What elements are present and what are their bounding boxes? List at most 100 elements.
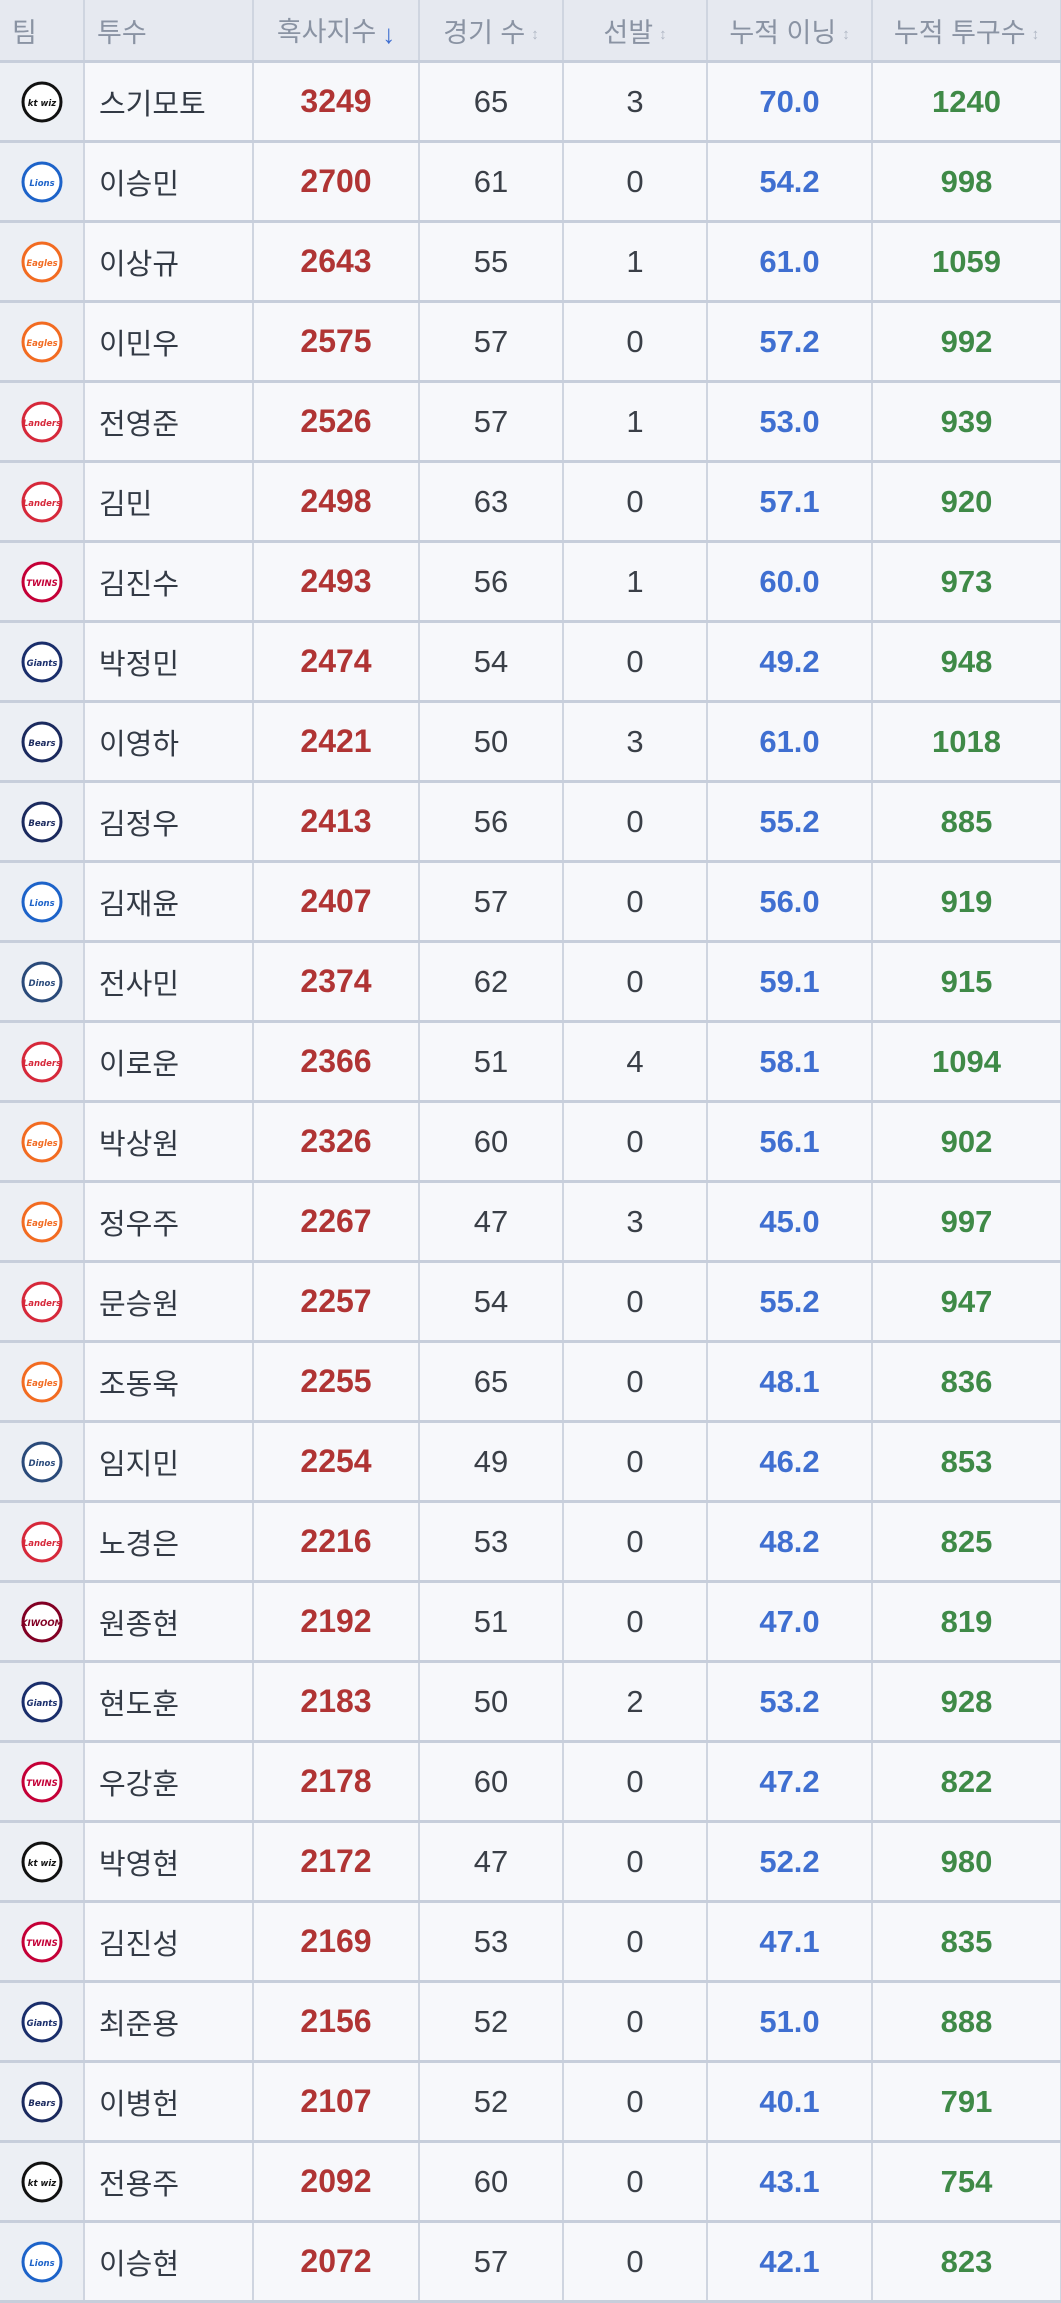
games-value: 56 [419, 541, 564, 623]
ksi-value: 2156 [253, 1981, 420, 2063]
team-cell: kt wiz [0, 61, 85, 143]
header-pitches-sort[interactable]: 누적 투구수 ↕ [872, 0, 1061, 63]
starts-value: 0 [563, 941, 708, 1023]
starts-value: 0 [563, 2061, 708, 2143]
ksi-value: 2575 [253, 301, 420, 383]
ksi-value: 2255 [253, 1341, 420, 1423]
starts-value: 0 [563, 1261, 708, 1343]
starts-value: 0 [563, 1501, 708, 1583]
innings-value: 53.2 [707, 1661, 873, 1743]
pitcher-name: 이승현 [84, 2221, 254, 2303]
innings-value: 47.1 [707, 1901, 873, 1983]
ksi-value: 2072 [253, 2221, 420, 2303]
header-ksi-sort[interactable]: 혹사지수 ↓ [253, 0, 420, 63]
team-logo-text: Dinos [28, 979, 55, 989]
pitches-value: 791 [872, 2061, 1061, 2143]
starts-value: 2 [563, 1661, 708, 1743]
starts-value: 0 [563, 1581, 708, 1663]
games-value: 53 [419, 1501, 564, 1583]
sort-updown-icon: ↕ [531, 25, 539, 43]
starts-value: 1 [563, 541, 708, 623]
games-value: 57 [419, 861, 564, 943]
innings-value: 49.2 [707, 621, 873, 703]
bears-logo-icon: Bears [21, 2081, 62, 2122]
innings-value: 48.2 [707, 1501, 873, 1583]
team-logo-text: Giants [26, 2019, 57, 2029]
pitches-value: 754 [872, 2141, 1061, 2223]
team-cell: Eagles [0, 221, 85, 303]
team-logo-text: Giants [26, 1699, 57, 1709]
header-starts-sort[interactable]: 선발 ↕ [563, 0, 708, 63]
header-team-label: 팀 [12, 17, 37, 48]
header-innings-label: 누적 이닝 [729, 17, 837, 48]
team-logo-text: Landers [22, 499, 60, 509]
games-value: 63 [419, 461, 564, 543]
team-cell: Lions [0, 141, 85, 223]
table-row: Lions 이승현 2072 57 0 42.1 823 [0, 2221, 1061, 2303]
team-cell: Landers [0, 461, 85, 543]
ktwiz-logo-icon: kt wiz [21, 1841, 62, 1882]
starts-value: 0 [563, 781, 708, 863]
team-cell: Eagles [0, 1181, 85, 1263]
pitches-value: 992 [872, 301, 1061, 383]
team-logo-text: Landers [22, 1299, 60, 1309]
ksi-value: 2421 [253, 701, 420, 783]
starts-value: 4 [563, 1021, 708, 1103]
games-value: 52 [419, 2061, 564, 2143]
team-logo-text: Giants [26, 659, 57, 669]
dinos-logo-icon: Dinos [21, 1441, 62, 1482]
team-cell: Eagles [0, 1341, 85, 1423]
giants-logo-icon: Giants [21, 641, 62, 682]
table-row: Lions 이승민 2700 61 0 54.2 998 [0, 141, 1061, 223]
ksi-value: 2493 [253, 541, 420, 623]
eagles-logo-icon: Eagles [21, 1121, 62, 1162]
innings-value: 61.0 [707, 701, 873, 783]
ksi-value: 2169 [253, 1901, 420, 1983]
pitcher-name: 조동욱 [84, 1341, 254, 1423]
games-value: 65 [419, 1341, 564, 1423]
games-value: 61 [419, 141, 564, 223]
games-value: 60 [419, 1101, 564, 1183]
landers-logo-icon: Landers [21, 401, 62, 442]
team-cell: Eagles [0, 301, 85, 383]
games-value: 57 [419, 2221, 564, 2303]
pitcher-name: 이로운 [84, 1021, 254, 1103]
team-cell: Landers [0, 1501, 85, 1583]
team-logo-text: TWINS [26, 1779, 58, 1789]
team-logo-text: Landers [22, 1539, 60, 1549]
starts-value: 0 [563, 1901, 708, 1983]
starts-value: 3 [563, 61, 708, 143]
eagles-logo-icon: Eagles [21, 321, 62, 362]
sort-updown-icon: ↕ [842, 25, 850, 43]
eagles-logo-icon: Eagles [21, 241, 62, 282]
landers-logo-icon: Landers [21, 1521, 62, 1562]
header-games-sort[interactable]: 경기 수 ↕ [419, 0, 564, 63]
ksi-value: 2413 [253, 781, 420, 863]
table-row: Bears 이병헌 2107 52 0 40.1 791 [0, 2061, 1061, 2143]
team-logo-text: Eagles [26, 259, 57, 269]
pitches-value: 948 [872, 621, 1061, 703]
pitcher-name: 우강훈 [84, 1741, 254, 1823]
table-row: kt wiz 스기모토 3249 65 3 70.0 1240 [0, 61, 1061, 143]
table-row: Eagles 이민우 2575 57 0 57.2 992 [0, 301, 1061, 383]
header-innings-sort[interactable]: 누적 이닝 ↕ [707, 0, 873, 63]
innings-value: 61.0 [707, 221, 873, 303]
header-starts-label: 선발 [603, 17, 654, 48]
table-row: Bears 김정우 2413 56 0 55.2 885 [0, 781, 1061, 863]
innings-value: 42.1 [707, 2221, 873, 2303]
ksi-value: 2178 [253, 1741, 420, 1823]
pitcher-name: 김재윤 [84, 861, 254, 943]
games-value: 51 [419, 1021, 564, 1103]
team-cell: TWINS [0, 1901, 85, 1983]
team-logo-text: TWINS [26, 1939, 58, 1949]
innings-value: 46.2 [707, 1421, 873, 1503]
pitcher-name: 전영준 [84, 381, 254, 463]
table-row: Lions 김재윤 2407 57 0 56.0 919 [0, 861, 1061, 943]
games-value: 52 [419, 1981, 564, 2063]
innings-value: 60.0 [707, 541, 873, 623]
team-logo-text: TWINS [26, 579, 58, 589]
landers-logo-icon: Landers [21, 1041, 62, 1082]
pitches-value: 980 [872, 1821, 1061, 1903]
pitches-value: 885 [872, 781, 1061, 863]
